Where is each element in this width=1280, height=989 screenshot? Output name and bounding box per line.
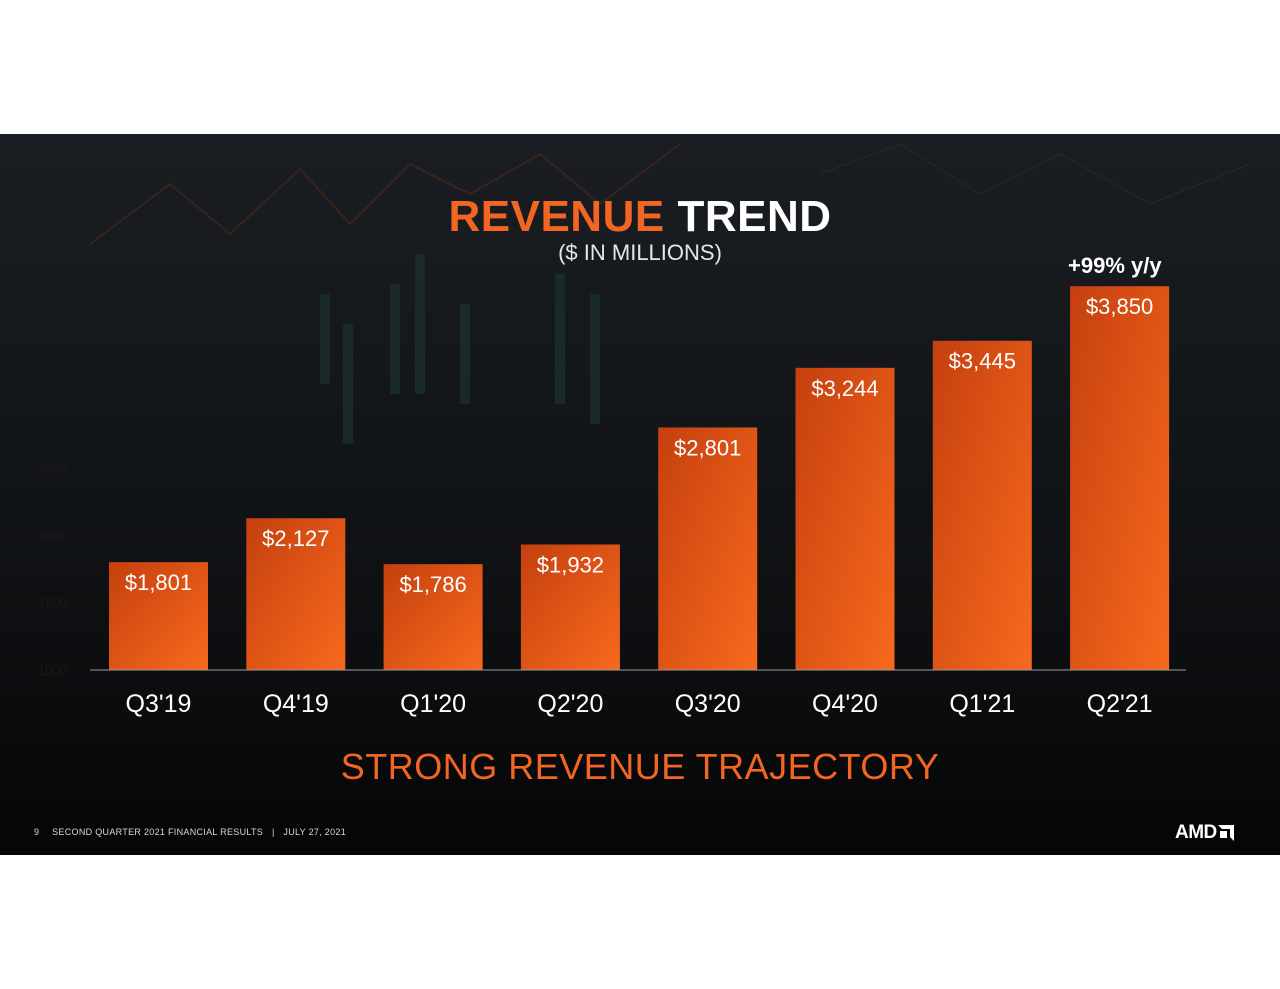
data-label: $2,127 [262, 526, 329, 551]
x-tick-label: Q3'20 [675, 690, 741, 718]
y-tick-label: 3000 [38, 394, 67, 409]
x-tick-label: Q4'19 [263, 690, 329, 718]
x-tick-label: Q3'19 [126, 690, 192, 718]
page-number: 9 [34, 827, 40, 837]
bars [109, 286, 1170, 670]
amd-arrow-icon [1217, 825, 1234, 841]
data-label: $1,932 [537, 552, 604, 577]
slide: 1000 1500 2000 2500 3000 3500 4000 $1,801 $2,12… [0, 134, 1280, 855]
footer: 9 SECOND QUARTER 2021 FINANCIAL RESULTS … [34, 827, 346, 837]
data-label: $3,850 [1086, 294, 1153, 319]
logo-text: AMD [1175, 822, 1217, 843]
x-tick-label: Q1'21 [949, 690, 1015, 718]
data-label: $3,244 [811, 376, 878, 401]
title-rest: TREND [677, 192, 832, 241]
x-tick-label: Q1'20 [400, 690, 466, 718]
bar [383, 564, 483, 670]
chart-title: REVENUE TREND [0, 192, 1280, 242]
footer-separator: | [271, 827, 275, 837]
bar [658, 427, 758, 670]
y-tick-label: 1000 [38, 663, 67, 678]
data-labels: $1,801 $2,127 $1,786 $1,932 $2,801 $3,244 $3,4… [125, 294, 1153, 597]
bar [109, 562, 208, 670]
title-accent: REVENUE [448, 192, 665, 241]
x-axis-labels: Q3'19 Q4'19 Q1'20 Q2'20 Q3'20 Q4'20 Q1'21 Q2'21 [126, 690, 1153, 718]
data-label: $2,801 [674, 435, 741, 460]
y-tick-label: 4000 [38, 259, 67, 274]
y-tick-label: 3500 [38, 326, 67, 341]
y-tick-label: 2500 [38, 461, 67, 476]
bar [520, 544, 620, 670]
y-tick-label: 2000 [38, 528, 67, 543]
revenue-bar-chart: 1000 1500 2000 2500 3000 3500 4000 $1,801 $2,12… [38, 143, 1251, 718]
footer-text: SECOND QUARTER 2021 FINANCIAL RESULTS [52, 827, 264, 837]
background-stock-graphic [89, 143, 1251, 444]
chart-subtitle: ($ IN MILLIONS) [558, 240, 722, 265]
x-tick-label: Q2'21 [1087, 690, 1153, 718]
amd-logo: AMD [1175, 822, 1234, 844]
tagline: STRONG REVENUE TRAJECTORY [340, 746, 940, 787]
data-label: $1,801 [125, 570, 192, 595]
x-tick-label: Q2'20 [537, 690, 603, 718]
bar [246, 518, 346, 670]
y-axis-ticks: 1000 1500 2000 2500 3000 3500 4000 [38, 259, 67, 678]
data-label: $1,786 [399, 572, 466, 597]
bar [1070, 286, 1170, 670]
bar [795, 367, 895, 670]
x-tick-label: Q4'20 [812, 690, 878, 718]
footer-date: JULY 27, 2021 [283, 827, 347, 837]
bar [932, 340, 1032, 670]
y-tick-label: 1500 [38, 596, 67, 611]
data-label: $3,445 [949, 349, 1016, 374]
yoy-callout: +99% y/y [1068, 253, 1162, 278]
